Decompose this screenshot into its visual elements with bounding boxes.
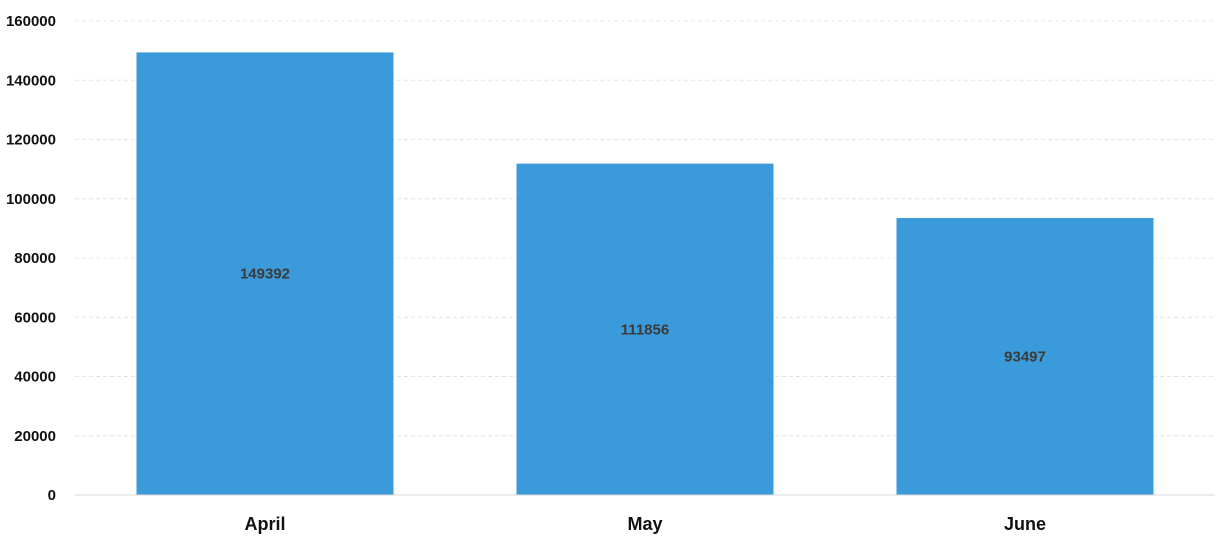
x-axis-tick-labels: April May June: [244, 514, 1046, 534]
y-tick-label: 120000: [6, 132, 56, 149]
bars: [136, 52, 1154, 496]
bar: [516, 163, 774, 496]
x-tick-label: April: [244, 514, 285, 534]
data-label: 93497: [1004, 349, 1046, 366]
y-tick-label: 60000: [14, 309, 56, 326]
bar: [896, 218, 1154, 495]
y-tick-label: 40000: [14, 369, 56, 386]
y-axis-tick-labels: 0 20000 40000 60000 80000 100000 120000 140000 1…: [6, 13, 56, 504]
data-label: 149392: [240, 266, 290, 283]
y-tick-label: 80000: [14, 250, 56, 267]
y-tick-label: 20000: [14, 428, 56, 445]
data-label: 111856: [621, 321, 669, 338]
y-tick-label: 0: [48, 487, 56, 504]
data-labels: 149392 111856 93497: [240, 266, 1046, 366]
x-tick-label: May: [627, 514, 662, 534]
y-tick-label: 140000: [6, 72, 56, 89]
y-tick-label: 160000: [6, 13, 56, 30]
y-tick-label: 100000: [6, 191, 56, 208]
bar: [136, 52, 394, 495]
x-tick-label: June: [1004, 514, 1046, 534]
